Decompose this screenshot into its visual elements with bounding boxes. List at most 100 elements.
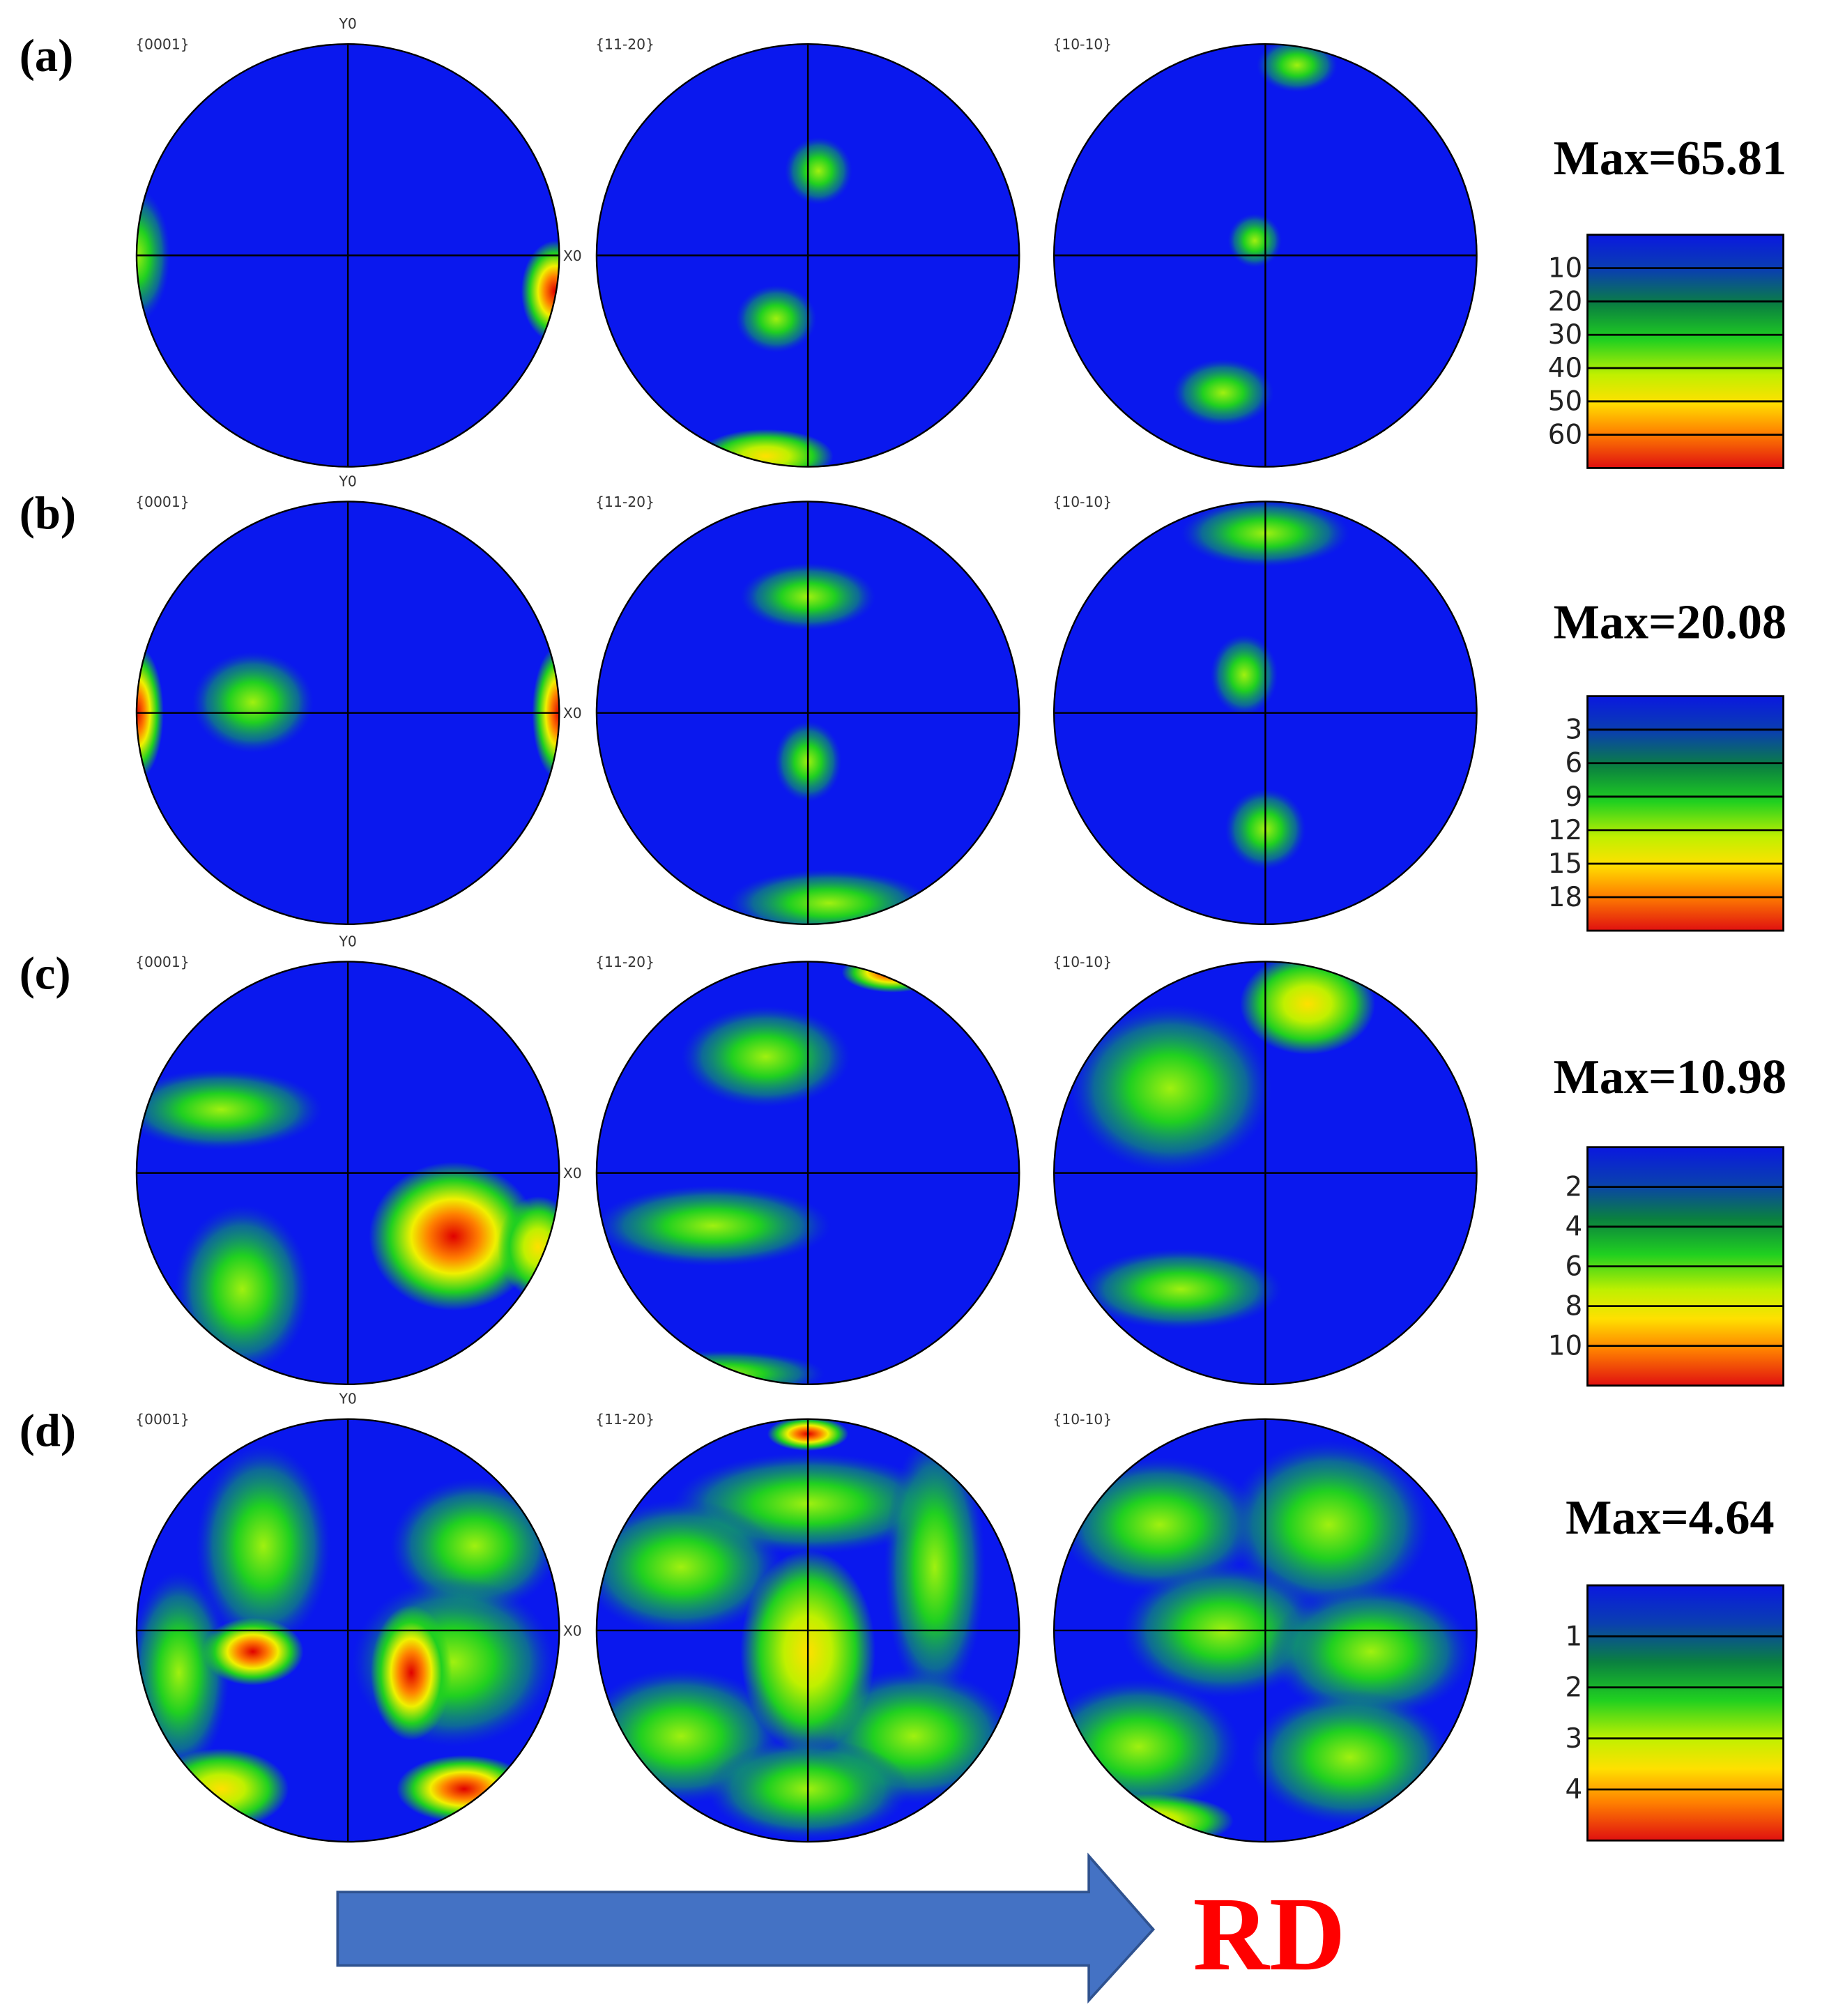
colorbar-tick-label: 9 [1565,781,1582,813]
colorbar [1586,1584,1784,1842]
max-label: Max=4.64 [1565,1490,1774,1545]
intensity-blob [497,1196,560,1298]
pole-figure-outline [135,1418,560,1843]
x-axis-label: X0 [563,705,582,721]
intensity-blob [1064,1793,1234,1842]
y-axis-label: Y0 [338,933,356,949]
max-label: Max=20.08 [1554,595,1787,649]
y-axis-label: Y0 [338,473,356,489]
colorbar-tick-label: 60 [1548,420,1582,451]
intensity-blob [1058,1457,1262,1593]
intensity-blob [136,1069,323,1150]
pole-figure-outline [135,961,560,1386]
intensity-blob [201,1617,304,1686]
pole-figure-outline [1052,1418,1478,1843]
x-axis-label: X0 [563,1165,582,1182]
pole-figure-outline [135,43,560,468]
intensity-blob [1227,1440,1430,1610]
row-label: (c) [20,948,71,999]
colorbar-tick-label: 30 [1548,319,1582,351]
intensity-blob [681,1006,850,1108]
intensity-blob [596,1499,783,1635]
intensity-blob [1227,213,1283,268]
x-axis-label: X0 [563,1622,582,1639]
pole-figure-title: {0001} [135,954,190,970]
colorbar-tick-label: 8 [1565,1291,1582,1322]
colorbar-tick-label: 3 [1565,715,1582,746]
colorbar-tick-label: 40 [1548,353,1582,384]
intensity-blob [622,1350,825,1384]
pole-figure-outline [595,43,1020,468]
intensity-blob [1239,961,1376,1055]
intensity-blob [884,1431,986,1702]
intensity-blob [174,1205,310,1374]
colorbar-tick-label: 18 [1548,882,1582,913]
pole-figure-title: {11-20} [595,36,654,53]
pole-figure-outline [1052,43,1478,468]
pole-figure [596,1419,1020,1842]
colorbar-tick-label: 6 [1565,1251,1582,1283]
pole-figure-title: {10-10} [1052,1411,1112,1428]
intensity-blob [1269,1584,1473,1720]
intensity-blob [369,1161,538,1311]
colorbar-tick-label: 6 [1565,748,1582,779]
intensity-blob [1210,634,1278,716]
intensity-blob [136,645,164,781]
intensity-blob [596,1185,832,1267]
colorbar-tick-label: 4 [1565,1774,1582,1805]
intensity-blob [698,429,834,467]
intensity-blob [1256,44,1338,93]
intensity-blob [195,1444,331,1648]
pole-figure-outline [1052,501,1478,926]
max-label: Max=65.81 [1554,131,1787,185]
intensity-blob [1079,1248,1283,1330]
colorbar-tick-label: 10 [1548,253,1582,284]
colorbar-tick-label: 20 [1548,286,1582,317]
row-label: (b) [20,488,76,539]
intensity-blob [370,1605,452,1741]
colorbar [1586,695,1784,932]
colorbar [1586,234,1784,469]
intensity-blob [735,284,817,353]
colorbar-tick-label: 2 [1565,1172,1582,1203]
colorbar-tick-label: 15 [1548,848,1582,880]
pole-figure-title: {0001} [135,36,190,53]
colorbar-tick-label: 3 [1565,1723,1582,1755]
pole-figure [596,961,1020,1384]
rd-label: RD [1193,1875,1345,1992]
pole-figure-outline [595,961,1020,1386]
colorbar-tick-label: 12 [1548,815,1582,846]
colorbar-tick-label: 1 [1565,1621,1582,1652]
rd-arrow [336,1852,1156,2004]
pole-figure-title: {10-10} [1052,36,1112,53]
pole-figure-title: {11-20} [595,954,654,970]
intensity-blob [521,240,560,342]
colorbar-tick-label: 50 [1548,386,1582,418]
intensity-blob [1172,358,1274,427]
row-label: (a) [20,31,74,82]
pole-figure-title: {10-10} [1052,954,1112,970]
y-axis-label: Y0 [338,15,356,32]
colorbar-tick-label: 4 [1565,1212,1582,1243]
x-axis-label: X0 [563,247,582,264]
pole-figure-outline [1052,961,1478,1386]
intensity-blob [784,137,852,205]
pole-figure-outline [135,501,560,926]
intensity-blob [192,651,314,754]
pole-figure-outline [595,501,1020,926]
intensity-blob [841,961,944,993]
max-label: Max=10.98 [1554,1050,1787,1104]
intensity-blob [153,1748,289,1830]
pole-figure-outline [595,1418,1020,1843]
pole-figure-title: {10-10} [1052,494,1112,510]
pole-figure-title: {11-20} [595,1411,654,1428]
colorbar-tick-label: 2 [1565,1672,1582,1704]
pole-figure-title: {11-20} [595,494,654,510]
intensity-blob [1248,1689,1452,1825]
pole-figure-title: {0001} [135,494,190,510]
row-label: (d) [20,1406,76,1457]
pole-figure-title: {0001} [135,1411,190,1428]
intensity-blob [1069,1004,1272,1173]
y-axis-label: Y0 [338,1391,356,1407]
